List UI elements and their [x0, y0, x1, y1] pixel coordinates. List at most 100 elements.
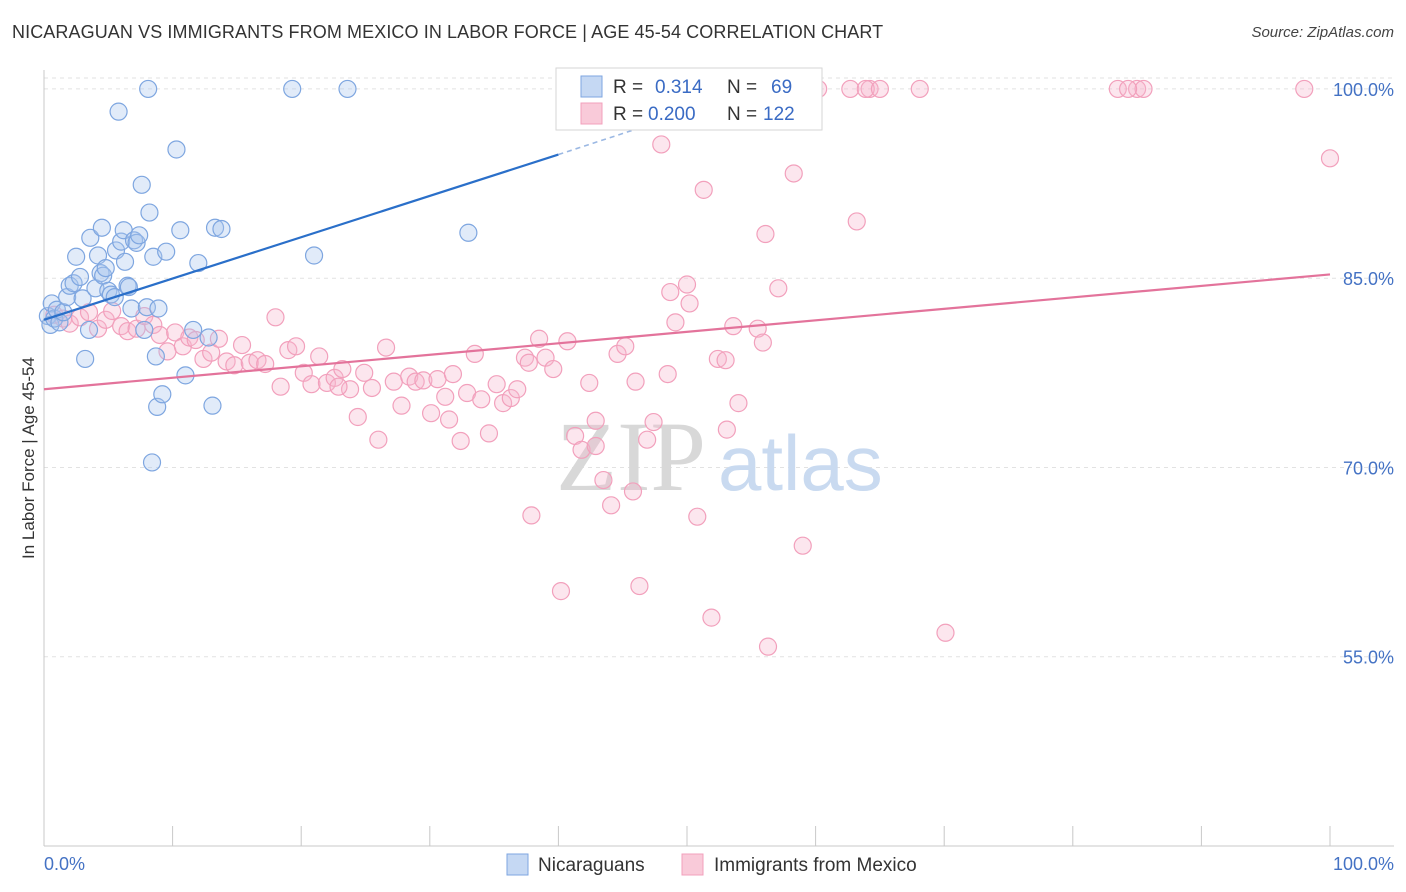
point-nicaraguan — [212, 219, 231, 239]
point-nicaraguan — [157, 242, 176, 261]
point-mexico — [626, 372, 645, 391]
series-legend: Nicaraguans Immigrants from Mexico — [506, 853, 917, 876]
bottom-legend-swatch-mexico — [681, 853, 704, 876]
point-nicaraguan — [122, 299, 141, 318]
point-mexico — [1295, 79, 1314, 99]
point-mexico — [847, 212, 866, 231]
legend-swatch-mexico — [580, 102, 603, 125]
point-nicaraguan — [304, 246, 324, 265]
point-mexico — [421, 404, 441, 423]
source-label: Source: ZipAtlas.com — [1251, 24, 1394, 41]
x-tick-label-max: 100.0% — [1333, 854, 1394, 874]
point-mexico — [465, 344, 484, 364]
point-nicaraguan — [124, 231, 144, 250]
legend-n-value-2: 122 — [763, 104, 795, 125]
point-mexico — [232, 335, 252, 355]
point-mexico — [910, 79, 929, 99]
point-mexico — [680, 294, 699, 313]
point-mexico — [1108, 79, 1127, 99]
point-mexico — [472, 390, 491, 409]
point-mexico — [384, 372, 403, 391]
point-mexico — [936, 623, 955, 642]
point-mexico — [586, 411, 605, 430]
point-mexico — [1118, 79, 1138, 99]
point-mexico — [544, 359, 563, 379]
point-mexico — [286, 337, 306, 356]
point-mexico — [362, 378, 382, 398]
point-mexico — [202, 343, 221, 362]
point-mexico — [623, 482, 643, 501]
point-nicaraguan — [112, 232, 131, 251]
point-mexico — [376, 338, 396, 357]
point-nicaraguan — [91, 264, 110, 283]
point-mexico — [443, 364, 463, 384]
point-mexico — [586, 436, 605, 456]
x-tick-label-min: 0.0% — [44, 854, 85, 874]
point-mexico — [451, 431, 470, 451]
watermark-zip: ZIP — [556, 401, 706, 512]
legend-r-value-2: 0.200 — [648, 104, 696, 125]
point-mexico — [694, 180, 713, 199]
point-mexico — [688, 507, 707, 526]
point-nicaraguan — [81, 228, 100, 247]
point-mexico — [870, 79, 890, 99]
legend-r-value-1: 0.314 — [655, 77, 703, 98]
point-mexico — [753, 333, 772, 352]
point-mexico — [666, 313, 685, 332]
point-nicaraguan — [146, 347, 165, 366]
point-nicaraguan — [189, 253, 208, 273]
point-mexico — [784, 164, 803, 183]
point-mexico — [487, 375, 506, 394]
point-mexico — [716, 351, 735, 370]
point-mexico — [702, 608, 721, 627]
y-axis-label: In Labor Force | Age 45-54 — [19, 357, 38, 559]
point-mexico — [144, 315, 163, 334]
point-mexico — [166, 323, 185, 342]
y-tick-label: 100.0% — [1333, 80, 1394, 100]
point-mexico — [340, 380, 360, 399]
trend-line-mexico — [43, 273, 1331, 391]
point-nicaraguan — [149, 299, 168, 318]
series-nicaraguans — [38, 79, 478, 472]
point-mexico — [717, 420, 736, 439]
point-nicaraguan — [67, 247, 86, 266]
point-mexico — [644, 412, 663, 432]
point-nicaraguan — [140, 203, 159, 222]
point-mexico — [522, 506, 541, 525]
point-nicaraguan — [109, 102, 128, 121]
point-nicaraguan — [459, 223, 478, 242]
point-nicaraguan — [76, 349, 95, 369]
y-tick-label: 85.0% — [1343, 269, 1394, 289]
point-mexico — [856, 79, 875, 99]
point-mexico — [329, 377, 348, 396]
y-tick-label: 70.0% — [1343, 458, 1394, 478]
point-mexico — [661, 282, 680, 302]
point-nicaraguan — [338, 79, 357, 99]
legend-r-label-2: R = — [613, 104, 643, 125]
point-mexico — [658, 364, 677, 384]
point-mexico — [572, 440, 591, 459]
point-nicaraguan — [142, 453, 162, 472]
y-tick-labels: 100.0% 85.0% 70.0% 55.0% — [1333, 80, 1394, 668]
point-nicaraguan — [167, 140, 186, 159]
point-mexico — [369, 430, 388, 449]
point-nicaraguan — [203, 396, 222, 415]
trend-lines — [43, 128, 1331, 391]
legend-swatch-nicaraguans — [580, 75, 603, 98]
point-nicaraguan — [137, 298, 156, 317]
trend-line-nicaraguans — [43, 153, 559, 321]
point-mexico — [580, 373, 599, 393]
point-nicaraguan — [184, 320, 203, 340]
x-axis-ticks — [172, 826, 1331, 846]
point-mexico — [708, 349, 727, 369]
watermark-atlas: atlas — [718, 419, 883, 507]
point-mexico — [793, 536, 812, 555]
point-nicaraguan — [79, 320, 99, 340]
point-mexico — [551, 582, 571, 601]
point-nicaraguan — [130, 226, 149, 245]
point-nicaraguan — [153, 385, 172, 404]
point-mexico — [508, 380, 527, 399]
point-nicaraguan — [54, 303, 73, 322]
point-nicaraguan — [205, 218, 225, 237]
